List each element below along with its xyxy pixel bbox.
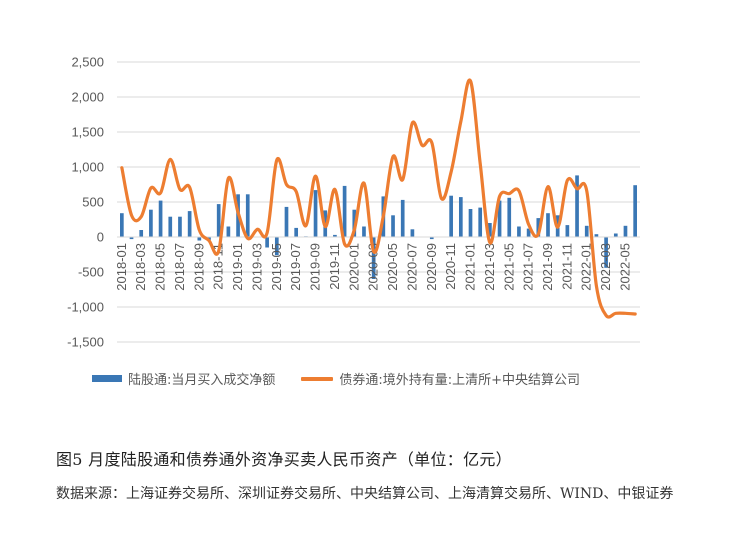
y-tick-label: -1,500 xyxy=(67,335,104,350)
bar xyxy=(168,216,173,237)
bar xyxy=(478,207,483,237)
chart: 2,500 2,000 1,500 1,000 500 0 -500 -1,000 -1,500… xyxy=(67,55,640,350)
bar xyxy=(507,197,512,237)
bar xyxy=(449,195,453,237)
x-tick-label: 2020-09 xyxy=(424,243,439,291)
y-tick-label: -500 xyxy=(78,265,104,280)
bar xyxy=(158,200,163,237)
y-axis: 2,500 2,000 1,500 1,000 500 0 -500 -1,000 -1,500 xyxy=(67,55,104,350)
x-tick-label: 2019-11 xyxy=(327,243,342,290)
bar xyxy=(120,213,124,237)
x-tick-label: 2022-03 xyxy=(598,243,613,291)
y-tick-label: 1,000 xyxy=(71,160,104,175)
data-source: 数据来源：上海证券交易所、深圳证券交易所、中央结算公司、上海清算交易所、WIND… xyxy=(56,486,674,502)
bar xyxy=(342,185,347,237)
legend-item-bar: 陆股通:当月买入成交净额 xyxy=(92,369,275,388)
x-tick-label: 2019-07 xyxy=(288,243,303,291)
bar xyxy=(400,199,405,237)
x-tick-label: 2018-05 xyxy=(153,243,168,291)
x-tick-label: 2019-03 xyxy=(249,243,264,291)
bar xyxy=(139,230,144,237)
bar xyxy=(458,197,463,237)
x-tick-label: 2020-11 xyxy=(443,243,458,290)
x-tick-label: 2021-07 xyxy=(521,243,536,291)
bar xyxy=(575,175,579,237)
x-tick-label: 2020-01 xyxy=(346,243,361,291)
x-tick-label: 2021-11 xyxy=(559,243,574,290)
bar xyxy=(594,234,599,237)
bar xyxy=(517,226,521,237)
bar xyxy=(613,233,618,237)
bar xyxy=(129,237,134,240)
legend-swatch-line xyxy=(301,376,334,381)
y-tick-label: 1,500 xyxy=(71,125,104,140)
bar xyxy=(633,185,637,237)
y-tick-label: 0 xyxy=(97,230,104,245)
x-tick-label: 2019-01 xyxy=(230,243,245,291)
bar xyxy=(197,237,202,241)
gridlines xyxy=(117,61,640,343)
bar xyxy=(546,213,550,237)
bar xyxy=(565,225,570,237)
bar xyxy=(468,209,473,237)
y-tick-label: -1,000 xyxy=(67,300,104,315)
legend-label-bar: 陆股通:当月买入成交净额 xyxy=(128,373,276,388)
x-tick-label: 2018-03 xyxy=(133,243,148,291)
bar xyxy=(584,225,589,237)
x-tick-label: 2021-03 xyxy=(482,243,497,291)
y-tick-label: 500 xyxy=(82,195,104,210)
bar xyxy=(526,228,531,237)
x-tick-label: 2020-03 xyxy=(366,243,381,291)
bar xyxy=(623,225,628,237)
bar xyxy=(216,204,221,237)
bar xyxy=(371,237,376,279)
x-tick-label: 2020-05 xyxy=(385,243,400,291)
bar xyxy=(362,226,366,237)
bar xyxy=(488,223,492,237)
legend-swatch-bar xyxy=(92,375,122,382)
y-tick-label: 2,000 xyxy=(71,90,104,105)
bar xyxy=(536,218,541,237)
bar xyxy=(226,226,231,237)
bar xyxy=(497,200,502,237)
bar xyxy=(294,227,299,237)
bar xyxy=(313,190,318,237)
bar xyxy=(187,211,192,237)
bar xyxy=(284,206,289,237)
bar xyxy=(178,216,182,237)
x-tick-label: 2021-09 xyxy=(540,243,555,291)
bar xyxy=(410,229,415,237)
x-tick-label: 2018-07 xyxy=(172,243,187,291)
legend: 陆股通:当月买入成交净额 债券通:境外持有量:上清所+中央结算公司 xyxy=(92,369,580,388)
bar xyxy=(149,209,153,237)
x-tick-label: 2018-01 xyxy=(114,243,129,291)
bar xyxy=(429,237,434,240)
bar xyxy=(274,237,279,256)
x-tick-label: 2022-05 xyxy=(617,243,632,291)
bar xyxy=(604,237,608,268)
legend-label-line: 债券通:境外持有量:上清所+中央结算公司 xyxy=(339,373,581,388)
series-line xyxy=(120,78,637,319)
figure-caption: 图5 月度陆股通和债券通外资净买卖人民币资产（单位：亿元） xyxy=(56,450,512,469)
x-tick-label: 2018-09 xyxy=(191,243,206,291)
x-tick-label: 2019-09 xyxy=(308,243,323,291)
bar xyxy=(265,237,269,248)
x-tick-label: 2021-05 xyxy=(501,243,516,291)
x-tick-label: 2022-01 xyxy=(579,243,594,291)
bar xyxy=(391,215,395,237)
bar xyxy=(333,234,337,237)
x-tick-label: 2020-07 xyxy=(404,243,419,291)
x-tick-label: 2021-01 xyxy=(463,243,478,291)
y-tick-label: 2,500 xyxy=(71,55,104,70)
line-series xyxy=(120,78,637,319)
x-tick-label: 2019-05 xyxy=(269,243,284,291)
bar xyxy=(245,194,250,237)
legend-item-line: 债券通:境外持有量:上清所+中央结算公司 xyxy=(301,369,580,388)
